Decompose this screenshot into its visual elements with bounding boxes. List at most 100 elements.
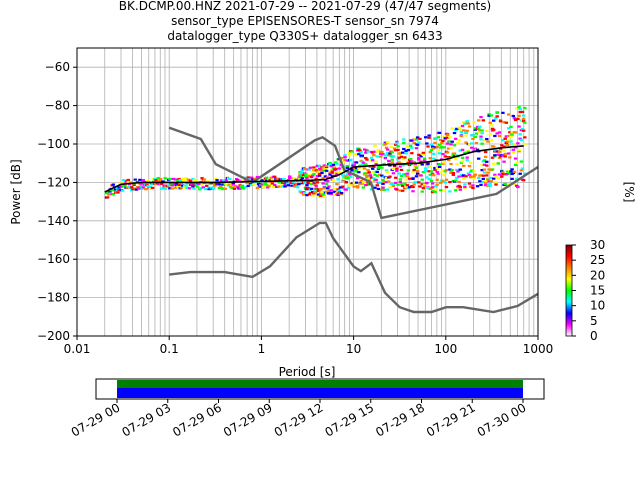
density-cell: [380, 150, 384, 154]
density-cell: [304, 175, 308, 178]
density-cell: [429, 148, 434, 152]
density-cell: [330, 175, 335, 178]
density-cell: [361, 181, 366, 184]
density-cell: [459, 135, 464, 138]
grid-lines: [76, 48, 538, 337]
density-cell: [414, 175, 419, 178]
density-cell: [270, 182, 275, 185]
mean-curve-line: [104, 145, 524, 193]
density-cell: [409, 144, 413, 148]
density-cell: [372, 154, 376, 157]
density-cell: [366, 169, 370, 172]
density-cell: [380, 174, 384, 177]
density-cell: [473, 173, 477, 176]
density-cell: [224, 179, 229, 182]
density-cell: [494, 181, 498, 184]
timeline-tick-label: 07-29 09: [221, 400, 275, 439]
density-cell: [488, 184, 492, 187]
density-cell: [493, 173, 497, 176]
density-cell: [472, 177, 476, 180]
density-cell: [471, 134, 475, 137]
density-cell: [483, 150, 488, 154]
density-cell: [341, 185, 345, 188]
density-cell: [422, 159, 427, 162]
density-cell: [503, 152, 507, 155]
density-cell: [470, 185, 474, 188]
density-cell: [473, 127, 477, 130]
density-cell: [217, 183, 222, 186]
density-cell: [217, 186, 222, 190]
density-cell: [117, 189, 121, 192]
density-cell: [442, 189, 446, 192]
density-cell: [276, 185, 280, 188]
density-cell: [482, 159, 487, 162]
density-cell: [421, 170, 426, 174]
density-cell: [332, 193, 337, 196]
density-cell: [326, 180, 330, 183]
density-cell: [153, 177, 157, 181]
density-cell: [381, 182, 385, 185]
density-cell: [306, 186, 310, 190]
density-cell: [449, 171, 453, 174]
noise-model-low: [169, 221, 538, 314]
density-cell: [482, 171, 487, 174]
density-cell: [398, 189, 403, 192]
density-cell: [116, 191, 120, 194]
density-cell: [495, 132, 499, 135]
density-cell: [465, 120, 469, 123]
density-cell: [360, 155, 365, 158]
density-cell: [483, 155, 488, 158]
y-axis-ticks: −200 −180 −160 −140 −120 −100 −80 −60: [37, 60, 77, 343]
density-cell: [218, 185, 223, 188]
density-cell: [458, 188, 462, 191]
density-cell: [166, 184, 171, 187]
density-cell: [419, 174, 423, 177]
density-cell: [412, 168, 416, 172]
density-cell: [160, 182, 164, 185]
density-cell: [402, 158, 406, 161]
density-cell: [223, 187, 227, 190]
density-cell: [506, 127, 511, 130]
density-cell: [449, 162, 453, 166]
density-cell: [475, 125, 480, 129]
density-cell: [369, 176, 374, 179]
density-cell: [398, 152, 403, 155]
x-axis-label: Period [s]: [279, 365, 336, 379]
density-cell: [479, 135, 483, 138]
density-cell: [342, 176, 346, 179]
density-cell: [117, 186, 121, 189]
density-cell: [157, 179, 162, 182]
density-cell: [485, 129, 489, 133]
density-cell: [448, 180, 452, 184]
density-cell: [391, 167, 396, 171]
density-cell: [445, 151, 450, 154]
density-cell: [505, 143, 510, 147]
density-cell: [113, 188, 118, 191]
density-cell: [432, 157, 436, 160]
density-cell: [410, 160, 414, 163]
density-cell: [334, 168, 338, 171]
density-cell: [335, 172, 339, 175]
density-cell: [486, 171, 490, 174]
density-cell: [414, 147, 419, 150]
density-cell: [309, 180, 314, 184]
density-cell: [173, 186, 178, 189]
density-cell: [495, 115, 499, 118]
density-cell: [459, 173, 464, 176]
colorbar-tick-label: 25: [590, 253, 605, 267]
density-cell: [346, 186, 351, 190]
density-cell: [233, 184, 238, 188]
density-cell: [150, 186, 155, 189]
density-cell: [521, 129, 526, 132]
density-cell: [513, 163, 518, 167]
density-cell: [418, 185, 422, 188]
density-cell: [447, 147, 451, 150]
density-cell: [322, 169, 326, 172]
density-cell: [467, 182, 472, 185]
density-cell: [330, 170, 335, 173]
density-cell: [457, 175, 461, 178]
density-cell: [350, 169, 354, 172]
density-cell: [480, 168, 484, 172]
density-cell: [300, 177, 305, 180]
